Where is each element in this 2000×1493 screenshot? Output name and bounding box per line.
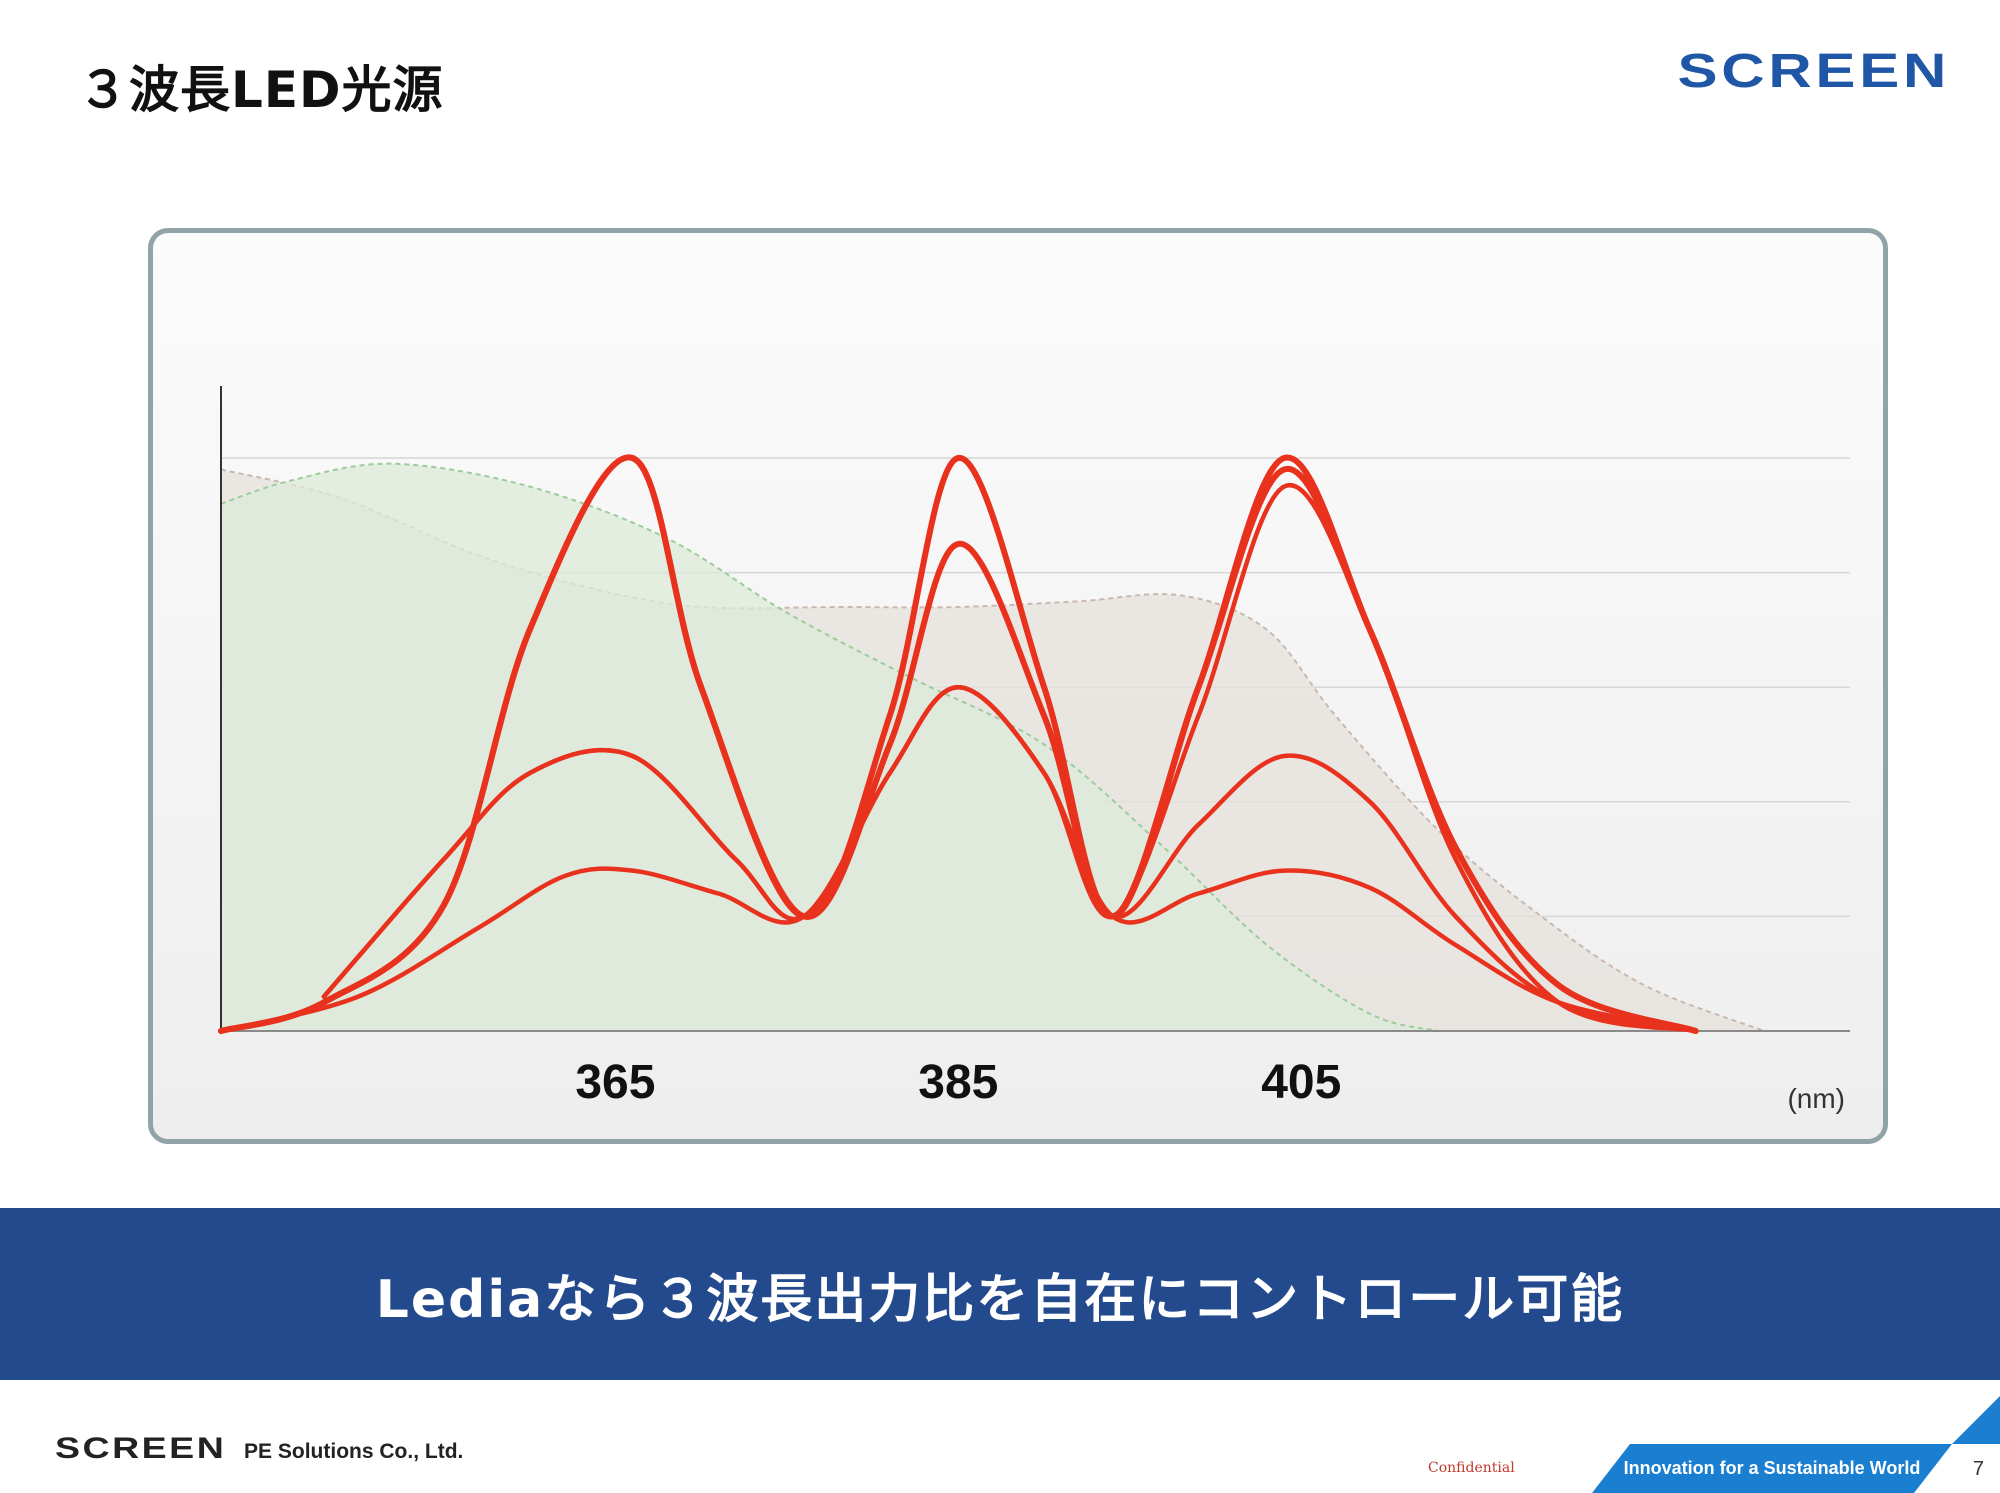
x-tick-label: 365 bbox=[575, 1056, 655, 1109]
footer-brand: SCREEN PE Solutions Co., Ltd. bbox=[55, 1432, 463, 1466]
confidential-label: Confidential bbox=[1428, 1460, 1515, 1476]
message-banner: Lediaなら３波長出力比を自在にコントロール可能 bbox=[0, 1208, 2000, 1380]
footer-logo: SCREEN bbox=[55, 1432, 227, 1465]
brand-logo: SCREEN bbox=[1677, 45, 1950, 98]
tagline-text: Innovation for a Sustainable World bbox=[1623, 1458, 1921, 1478]
page-title: ３波長LED光源 bbox=[78, 61, 444, 119]
tagline-badge: Innovation for a Sustainable World bbox=[1592, 1444, 1952, 1493]
chart-panel: 365 385 405 (nm) bbox=[148, 228, 1888, 1144]
x-tick-label: 405 bbox=[1261, 1056, 1341, 1109]
corner-decoration bbox=[1952, 1396, 2000, 1444]
x-unit-label: (nm) bbox=[1787, 1083, 1845, 1114]
company-name: PE Solutions Co., Ltd. bbox=[244, 1440, 464, 1463]
x-tick-label: 385 bbox=[918, 1056, 998, 1109]
page-number: 7 bbox=[1972, 1458, 1984, 1480]
banner-text: Lediaなら３波長出力比を自在にコントロール可能 bbox=[375, 1269, 1625, 1330]
led-spectrum-curve bbox=[218, 684, 1698, 1034]
spectrum-chart: 365 385 405 (nm) bbox=[218, 386, 1850, 1114]
